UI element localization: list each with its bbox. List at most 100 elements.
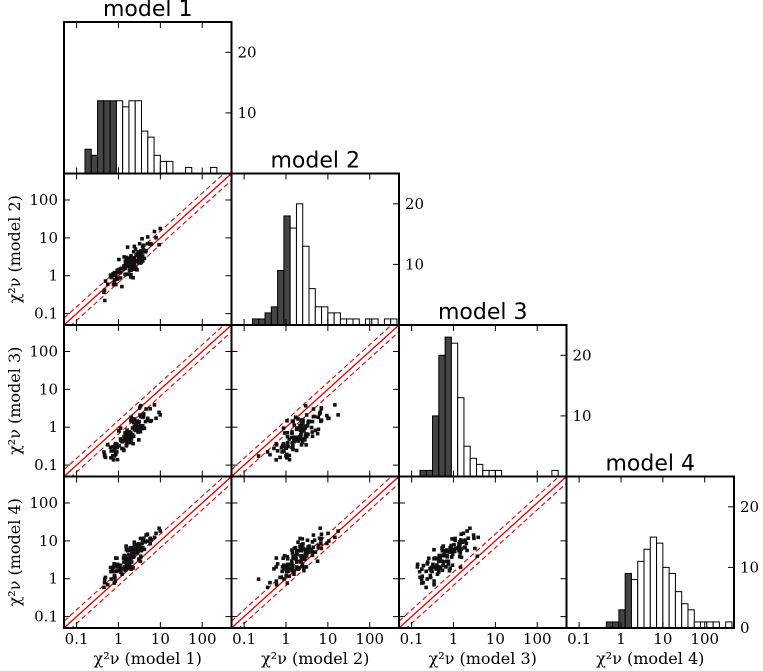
scatter-2-4 <box>231 476 399 628</box>
data-point <box>138 559 143 564</box>
count-tick-label: 20 <box>238 43 257 61</box>
data-point <box>120 572 124 577</box>
data-point <box>316 545 321 550</box>
data-point <box>115 445 120 450</box>
histogram-bar <box>476 463 484 478</box>
histogram-bar <box>432 415 440 477</box>
histogram-frame <box>398 324 568 478</box>
data-point <box>115 457 120 462</box>
data-point <box>102 452 107 457</box>
data-point <box>299 432 303 437</box>
data-point <box>112 562 116 566</box>
data-point <box>281 441 286 446</box>
data-point <box>316 427 321 432</box>
data-point <box>145 416 150 421</box>
data-point <box>144 249 148 253</box>
data-point <box>287 574 292 579</box>
data-point <box>426 556 431 561</box>
data-point <box>285 581 290 585</box>
data-point <box>295 565 299 569</box>
data-point <box>433 566 438 570</box>
data-point <box>301 428 306 432</box>
data-point <box>289 435 294 440</box>
data-point <box>124 439 128 443</box>
data-point <box>131 249 136 254</box>
histogram-bar <box>166 160 174 175</box>
data-point <box>136 260 141 265</box>
y-tick-label: 1 <box>48 418 58 436</box>
data-point <box>274 565 278 569</box>
data-point <box>286 569 290 574</box>
data-point <box>137 546 142 551</box>
data-point <box>127 559 132 563</box>
data-point <box>459 555 464 560</box>
histogram-4 <box>605 536 733 629</box>
data-point <box>127 268 132 273</box>
x-tick-label: 1 <box>616 630 626 648</box>
data-point <box>437 553 442 558</box>
data-point <box>285 555 290 559</box>
data-point <box>306 550 311 555</box>
reference-lines <box>64 325 232 477</box>
panel-title: model 4 <box>606 452 696 477</box>
data-point <box>124 567 128 571</box>
data-point <box>462 545 467 550</box>
data-point <box>432 579 436 583</box>
data-point <box>132 540 137 545</box>
data-point <box>138 427 143 431</box>
data-point <box>125 431 130 436</box>
data-point <box>282 553 287 558</box>
data-point <box>285 430 290 435</box>
data-point <box>102 580 107 585</box>
x-tick-label: 0.1 <box>400 630 424 648</box>
data-point <box>274 582 279 587</box>
data-point <box>124 262 128 267</box>
data-point <box>425 562 430 566</box>
data-point <box>140 423 145 428</box>
data-point <box>144 533 148 537</box>
data-point <box>289 559 294 563</box>
data-point <box>415 562 420 567</box>
data-point <box>149 418 154 423</box>
data-point <box>293 438 298 442</box>
data-point <box>109 569 113 574</box>
data-point <box>102 450 106 454</box>
data-point <box>119 570 123 574</box>
count-tick-label: 20 <box>740 498 759 516</box>
data-point <box>124 547 129 552</box>
data-point <box>304 548 309 553</box>
data-point <box>304 432 309 436</box>
data-point <box>111 271 115 276</box>
data-point <box>157 242 161 247</box>
data-point <box>102 585 106 590</box>
data-point <box>436 567 441 571</box>
data-point <box>284 567 288 572</box>
data-point <box>111 569 115 574</box>
count-tick-label: 20 <box>405 195 424 213</box>
data-point <box>285 556 290 561</box>
data-point <box>418 575 422 580</box>
data-point <box>465 548 469 553</box>
data-point <box>459 547 463 552</box>
data-point <box>310 540 315 544</box>
data-point <box>268 580 272 585</box>
data-point <box>272 446 276 451</box>
data-point <box>299 443 304 447</box>
data-point <box>131 553 136 558</box>
data-point <box>145 539 150 543</box>
data-point <box>268 452 272 457</box>
histogram-1 <box>84 100 218 175</box>
count-tick-label: 20 <box>573 346 592 364</box>
reference-lines <box>231 325 399 477</box>
data-point <box>310 549 315 554</box>
data-point <box>441 544 446 548</box>
data-point <box>299 556 304 561</box>
data-point <box>326 416 330 421</box>
count-tick-label: 10 <box>405 255 424 273</box>
data-point <box>296 567 301 571</box>
data-point <box>142 256 147 261</box>
x-tick-label: 10 <box>486 630 505 648</box>
data-point <box>306 420 310 425</box>
histogram-bar <box>630 579 639 629</box>
data-point <box>157 410 161 415</box>
